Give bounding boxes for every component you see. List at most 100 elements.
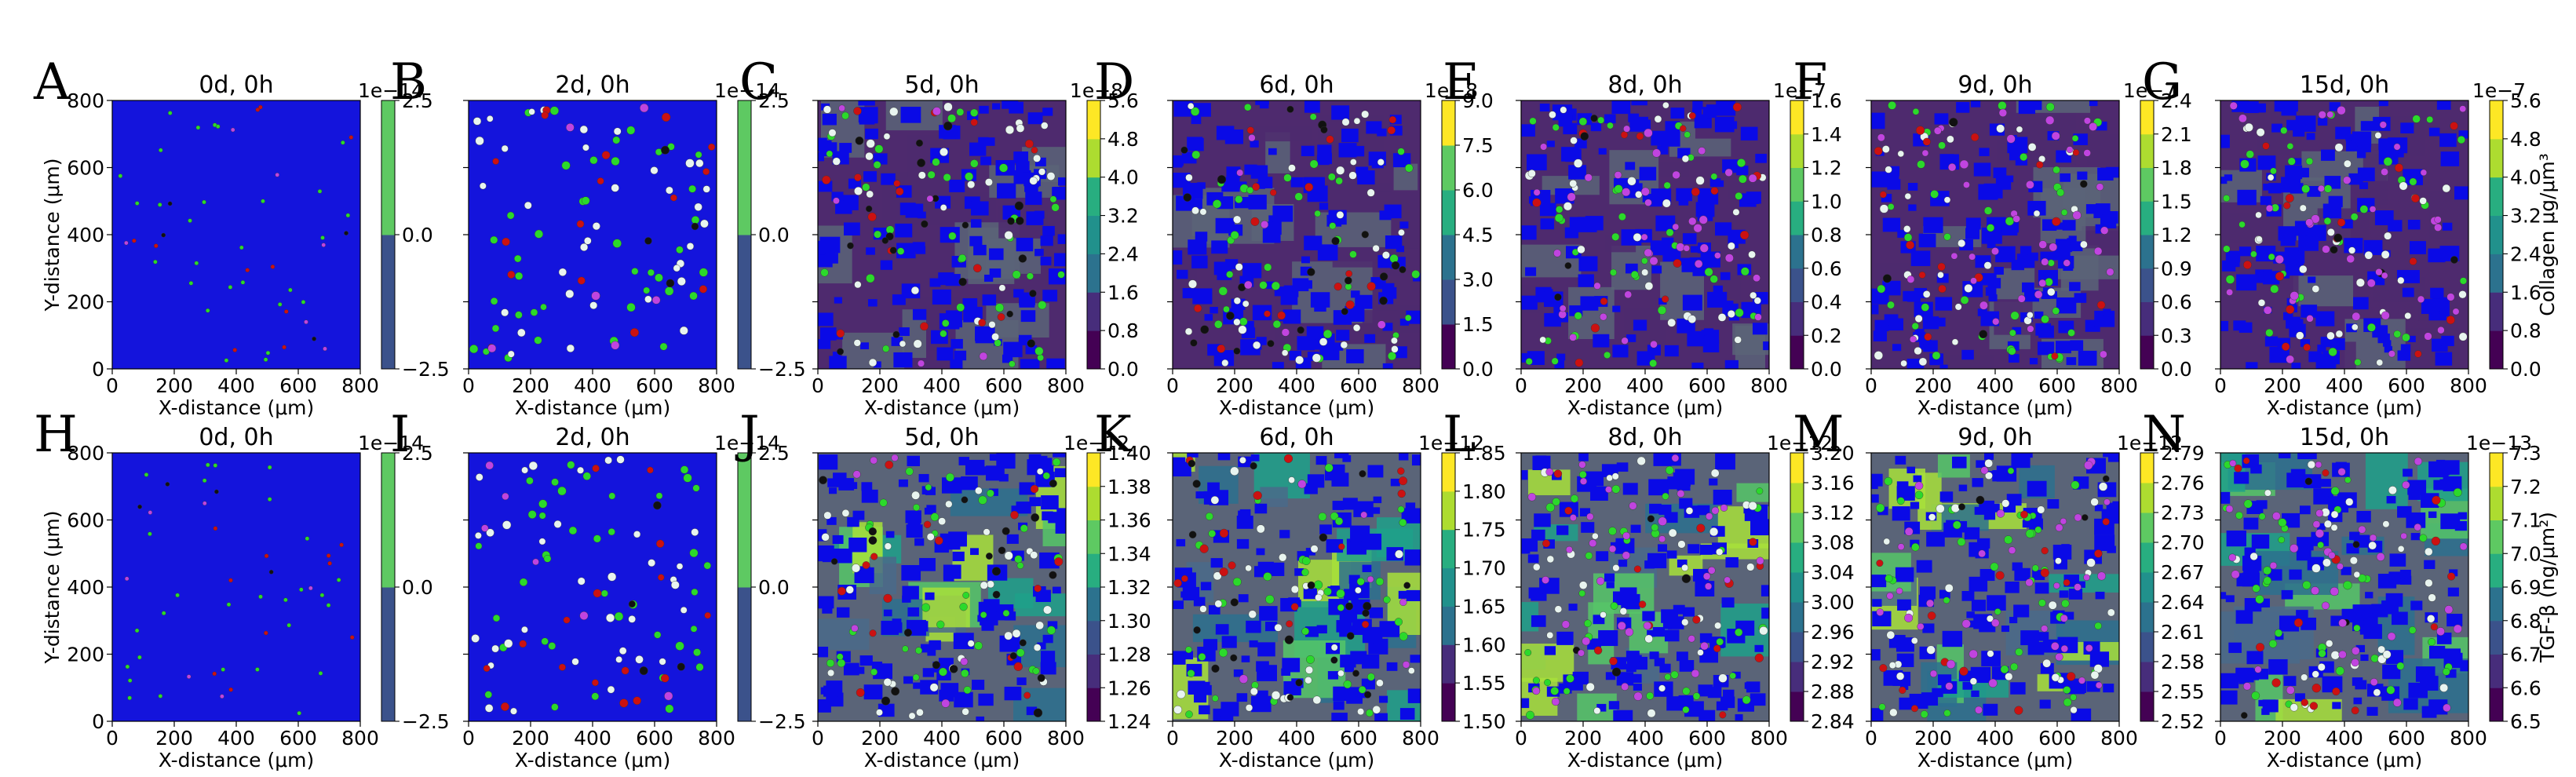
cell-cluster [2348, 173, 2363, 185]
cell-spot [970, 119, 978, 126]
cell-spot [205, 308, 210, 313]
cell-cluster [2293, 158, 2302, 166]
cell-cluster [2407, 480, 2427, 495]
cell-spot [1914, 491, 1924, 500]
cell-spot [1239, 674, 1249, 684]
cell-spot [1315, 593, 1323, 601]
panel-letter: B [390, 53, 427, 111]
cell-spot [1192, 480, 1201, 488]
cell-spot [510, 707, 517, 715]
cell-cluster [1633, 319, 1647, 331]
panel-title: 5d, 0h [904, 71, 979, 99]
cell-spot [1334, 517, 1344, 526]
cell-spot [851, 564, 861, 573]
cell-cluster [1922, 623, 1935, 633]
cell-spot [1917, 160, 1925, 169]
cell-spot [2268, 640, 2278, 648]
cell-cluster [1652, 626, 1666, 637]
cell-spot [261, 199, 265, 204]
x-axis-label: X-distance (μm) [1219, 749, 1375, 772]
cell-spot [2251, 691, 2260, 700]
cell-cluster [2301, 617, 2317, 630]
cell-spot [655, 273, 663, 283]
cell-spot [1720, 504, 1728, 512]
cell-cluster [2034, 311, 2044, 319]
cell-cluster [2386, 495, 2396, 504]
cell-spot [1681, 155, 1690, 162]
y-tick-label: 0 [92, 710, 104, 733]
cell-cluster [1006, 534, 1019, 544]
cell-cluster [852, 510, 865, 520]
cell-spot [1016, 217, 1024, 225]
cell-spot [1037, 673, 1045, 682]
cell-cluster [2341, 567, 2352, 575]
x-tick-label: 800 [1402, 374, 1439, 397]
field-patch [818, 618, 870, 651]
cell-spot [852, 470, 861, 479]
cell-spot [1619, 607, 1628, 615]
cell-spot [1233, 318, 1241, 326]
cell-spot [1968, 649, 1978, 658]
cell-spot [1173, 578, 1182, 588]
cell-cluster [1695, 202, 1715, 217]
cell-spot [1682, 706, 1690, 713]
colorbar-band [1087, 587, 1100, 622]
cell-spot [2229, 101, 2238, 110]
cell-cluster [929, 278, 941, 287]
cell-cluster [1246, 620, 1261, 633]
cell-spot [2083, 149, 2091, 157]
cell-spot [1527, 170, 1536, 178]
cell-spot [1896, 497, 1905, 505]
cell-cluster [859, 111, 875, 125]
cell-cluster [2281, 589, 2293, 600]
cell-cluster [1697, 505, 1710, 516]
cell-spot [1735, 628, 1743, 637]
cell-spot [998, 546, 1006, 555]
cell-cluster [2068, 589, 2083, 600]
colorbar-band [1087, 486, 1100, 520]
cell-spot [994, 303, 1005, 312]
cell-cluster [2103, 684, 2114, 693]
cell-spot [557, 486, 567, 496]
cell-spot [865, 151, 874, 161]
cell-cluster [1714, 222, 1732, 236]
cell-spot [532, 558, 539, 566]
cell-spot [1665, 465, 1674, 475]
cell-spot [1031, 513, 1040, 522]
cell-spot [650, 166, 659, 175]
cell-cluster [901, 564, 921, 581]
cell-spot [2369, 534, 2377, 542]
cell-spot [1295, 679, 1303, 687]
colorbar-tick-label: 0.0 [2510, 358, 2541, 381]
cell-cluster [2279, 615, 2300, 632]
cell-spot [1647, 709, 1656, 718]
cell-cluster [1020, 310, 1036, 323]
cell-cluster [1709, 478, 1718, 486]
cell-spot [1658, 684, 1666, 692]
cell-spot [921, 603, 931, 612]
cell-cluster [2303, 237, 2315, 247]
cell-spot [2379, 121, 2387, 129]
cell-spot [961, 496, 969, 504]
x-tick-label: 600 [2038, 374, 2076, 397]
cell-spot [883, 133, 891, 140]
cell-cluster [1019, 294, 1035, 308]
cell-spot [708, 143, 716, 151]
cell-spot [2290, 291, 2299, 301]
cell-spot [1379, 272, 1388, 281]
cell-spot [607, 685, 615, 694]
cell-spot [1554, 293, 1562, 301]
cell-cluster [1871, 575, 1887, 588]
cell-cluster [893, 352, 913, 368]
cell-spot [558, 663, 566, 671]
cell-spot [2246, 150, 2254, 159]
cell-spot [690, 625, 698, 633]
colorbar-scale-label: 1e−14 [714, 432, 780, 454]
cell-cluster [1390, 478, 1400, 487]
cell-spot [876, 709, 883, 717]
cell-cluster [1956, 101, 1970, 113]
cell-cluster [2220, 592, 2227, 600]
cell-spot [833, 197, 840, 205]
cell-cluster [1561, 147, 1580, 162]
